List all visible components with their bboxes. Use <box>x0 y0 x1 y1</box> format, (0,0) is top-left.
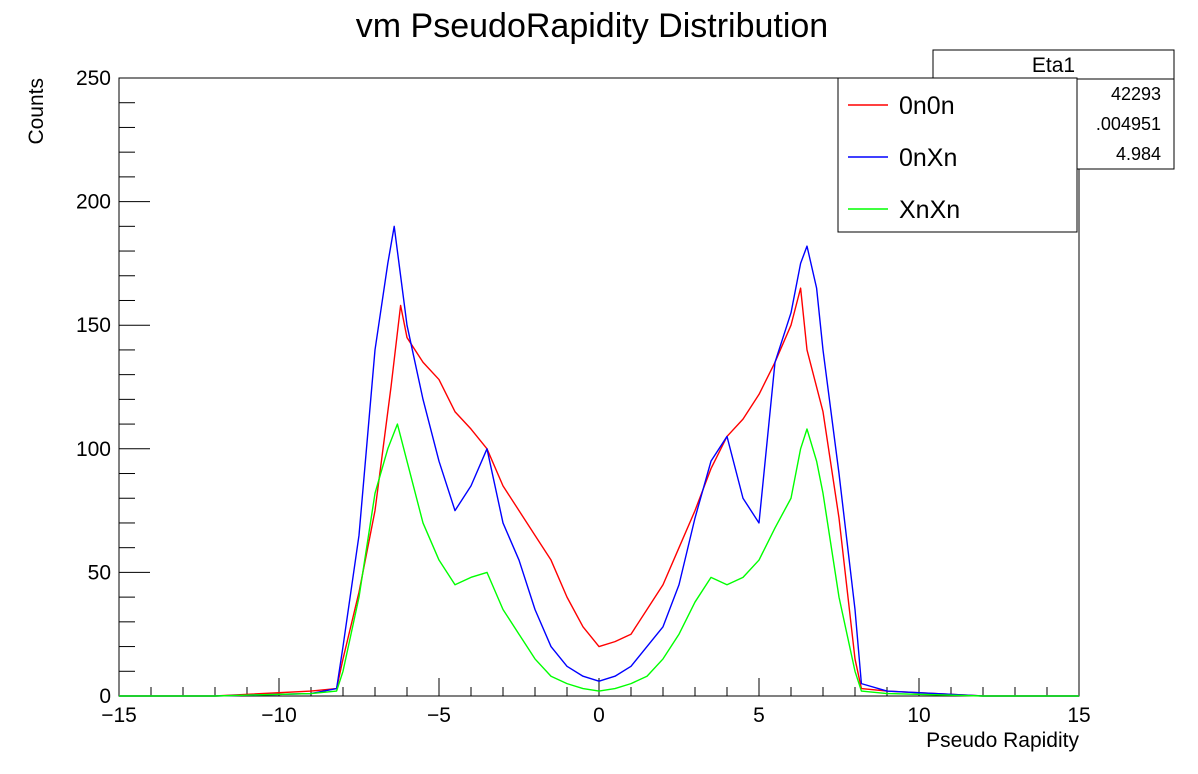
legend-frame <box>837 77 1078 233</box>
x-tick-label: −15 <box>101 704 137 727</box>
legend-label-0: 0n0n <box>899 92 955 120</box>
series-group <box>119 225 1079 697</box>
stats-box-value: 42293 <box>1111 84 1161 104</box>
x-tick-label: 15 <box>1067 704 1090 727</box>
y-axis-label: Counts <box>25 78 48 145</box>
y-tick-label: 100 <box>76 438 111 461</box>
series-line-2 <box>119 423 1079 697</box>
legend-label-2: XnXn <box>899 196 960 224</box>
stats-box-value: .004951 <box>1096 114 1161 134</box>
chart-title: vm PseudoRapidity Distribution <box>356 7 828 45</box>
x-tick-label: 0 <box>593 704 605 727</box>
y-tick-label: 250 <box>76 67 111 90</box>
series-line-0 <box>119 287 1079 697</box>
legend: 0n0n 0nXn XnXn <box>837 77 1078 233</box>
stats-box-title: Eta1 <box>1032 54 1075 77</box>
stats-box-value: 4.984 <box>1116 144 1161 164</box>
x-tick-label: −10 <box>261 704 297 727</box>
y-tick-label: 0 <box>99 685 111 708</box>
legend-label-1: 0nXn <box>899 144 957 172</box>
ticks-group: 0 50 100 150 200 250 −15 −10 −5 0 5 10 15 <box>76 67 1091 727</box>
series-line-1 <box>119 225 1079 697</box>
x-axis-label: Pseudo Rapidity <box>926 729 1079 752</box>
y-tick-label: 150 <box>76 314 111 337</box>
x-tick-label: 10 <box>907 704 930 727</box>
x-tick-label: −5 <box>427 704 451 727</box>
y-tick-label: 50 <box>88 561 111 584</box>
y-tick-label: 200 <box>76 191 111 214</box>
x-tick-label: 5 <box>753 704 765 727</box>
